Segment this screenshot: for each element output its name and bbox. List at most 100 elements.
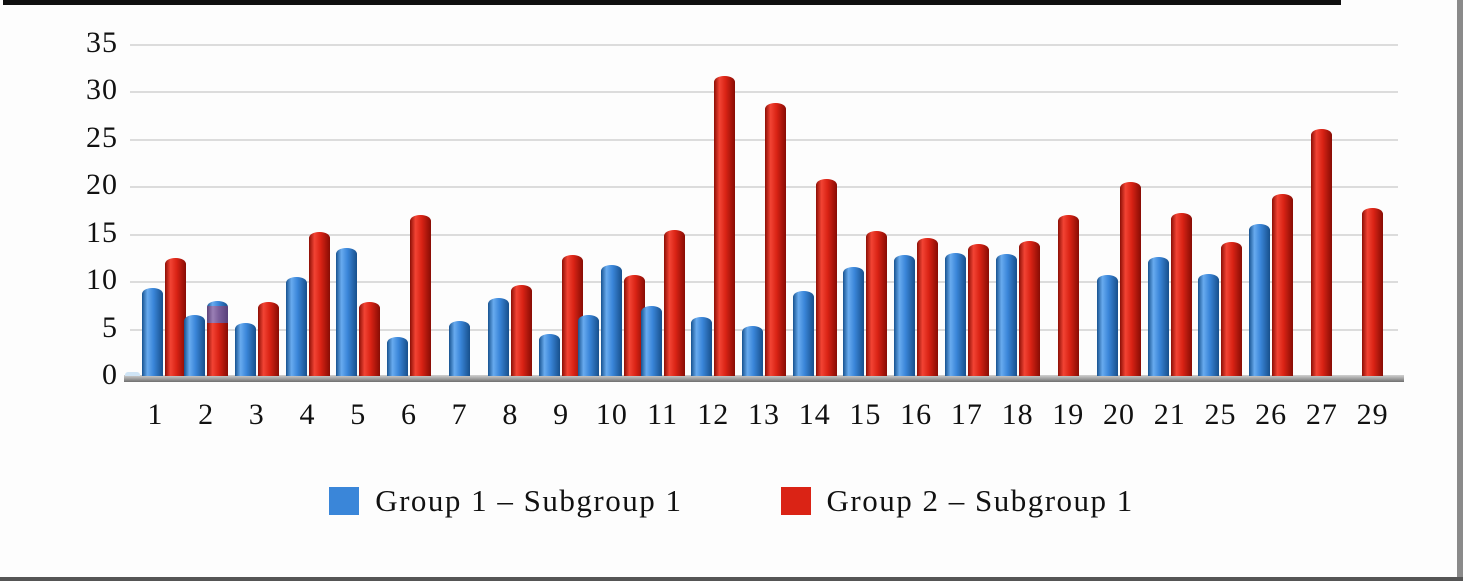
category-25 <box>1195 242 1246 376</box>
bar-red-cat25 <box>1221 242 1243 376</box>
bar-red-cat8 <box>511 285 533 376</box>
y-tick-label-35: 35 <box>86 26 118 59</box>
x-tick-label-6: 6 <box>400 398 417 431</box>
category-12 <box>688 76 739 376</box>
y-tick-label-0: 0 <box>102 358 118 391</box>
category-2 <box>181 301 232 376</box>
bar-blue-cat2 <box>184 315 206 376</box>
bars-container <box>124 44 1398 376</box>
bar-blue-cat21 <box>1147 257 1169 376</box>
category-10 <box>578 265 646 376</box>
window-bottom-border <box>0 577 1463 581</box>
x-tick-label-9: 9 <box>553 398 570 431</box>
x-axis-baseline <box>124 375 1404 382</box>
bar-segment-red <box>207 323 229 376</box>
x-tick-label-16: 16 <box>900 398 933 431</box>
y-tick-label-30: 30 <box>86 73 118 106</box>
bar-blue-cat25 <box>1198 274 1220 376</box>
y-tick-label-20: 20 <box>86 168 118 201</box>
gridline-35 <box>130 44 1398 46</box>
y-axis-tick-labels: 0 5 10 15 20 25 30 35 <box>0 0 118 430</box>
bar-segment-purple <box>207 306 229 323</box>
bar-red-cat27 <box>1311 129 1333 376</box>
category-21 <box>1144 213 1195 376</box>
x-tick-label-25: 25 <box>1204 398 1237 431</box>
gridline-5 <box>130 329 1398 331</box>
x-tick-label-10: 10 <box>595 398 628 431</box>
bar-red-cat6 <box>409 215 431 376</box>
category-27 <box>1297 129 1348 376</box>
category-1 <box>124 258 186 376</box>
x-tick-label-7: 7 <box>451 398 468 431</box>
bar-red-cat9 <box>562 255 584 376</box>
category-7 <box>434 321 485 376</box>
x-tick-label-3: 3 <box>248 398 265 431</box>
bar-blue-cat1 <box>141 288 163 376</box>
category-29 <box>1347 208 1398 376</box>
category-4 <box>282 232 333 376</box>
x-tick-label-19: 19 <box>1052 398 1085 431</box>
x-tick-label-17: 17 <box>950 398 983 431</box>
bar-red-cat19 <box>1057 215 1079 376</box>
x-tick-label-27: 27 <box>1305 398 1338 431</box>
bar-blue-cat10 <box>578 315 600 376</box>
bar-blue-cat6 <box>386 337 408 376</box>
x-tick-label-8: 8 <box>502 398 519 431</box>
bar-pale-cat1 <box>124 372 140 376</box>
bar-stack-cat2 <box>207 301 229 376</box>
x-tick-label-2: 2 <box>198 398 215 431</box>
x-tick-label-20: 20 <box>1103 398 1136 431</box>
bar-red-cat18 <box>1018 241 1040 376</box>
category-5 <box>333 248 384 376</box>
x-tick-label-29: 29 <box>1356 398 1389 431</box>
bar-blue-cat11 <box>640 306 662 376</box>
bar-red-cat4 <box>308 232 330 376</box>
x-tick-label-11: 11 <box>647 398 678 431</box>
category-17 <box>942 244 993 376</box>
bar-red-cat29 <box>1362 208 1384 376</box>
bar-red-cat3 <box>257 302 279 376</box>
legend-item-group2: Group 2 – Subgroup 1 <box>780 483 1134 519</box>
bar-red-cat11 <box>663 230 685 376</box>
bar-blue-cat10 <box>601 265 623 376</box>
legend: Group 1 – Subgroup 1 Group 2 – Subgroup … <box>0 483 1463 519</box>
bar-blue-cat3 <box>234 323 256 376</box>
bar-red-cat13 <box>764 103 786 376</box>
gridline-15 <box>130 234 1398 236</box>
y-tick-label-15: 15 <box>86 216 118 249</box>
bar-red-cat1 <box>164 258 186 376</box>
bar-red-cat12 <box>714 76 736 376</box>
x-tick-label-21: 21 <box>1153 398 1186 431</box>
x-tick-label-13: 13 <box>747 398 780 431</box>
category-8 <box>485 285 536 376</box>
category-3 <box>231 302 282 376</box>
plot-area <box>130 44 1398 376</box>
bar-blue-cat17 <box>944 253 966 376</box>
x-tick-label-15: 15 <box>849 398 882 431</box>
y-tick-label-10: 10 <box>86 263 118 296</box>
bar-red-cat10 <box>624 275 646 376</box>
category-18 <box>992 241 1043 376</box>
category-9 <box>536 255 587 376</box>
legend-swatch-blue <box>329 487 360 515</box>
category-16 <box>891 238 942 376</box>
y-tick-label-25: 25 <box>86 121 118 154</box>
bar-blue-cat15 <box>843 267 865 376</box>
bar-blue-cat14 <box>792 291 814 376</box>
category-11 <box>637 230 688 376</box>
gridline-20 <box>130 186 1398 188</box>
bar-red-cat5 <box>359 302 381 376</box>
bar-red-cat26 <box>1272 194 1294 376</box>
x-tick-label-1: 1 <box>147 398 164 431</box>
legend-swatch-red <box>780 487 811 515</box>
bar-red-cat16 <box>917 238 939 376</box>
bar-red-cat17 <box>967 244 989 376</box>
x-tick-label-26: 26 <box>1255 398 1288 431</box>
bar-blue-cat4 <box>285 277 307 376</box>
bar-blue-cat8 <box>488 298 510 376</box>
bar-blue-cat5 <box>336 248 358 376</box>
category-14 <box>789 179 840 376</box>
bar-blue-cat7 <box>449 321 471 376</box>
category-15 <box>840 231 891 376</box>
x-tick-label-14: 14 <box>798 398 831 431</box>
